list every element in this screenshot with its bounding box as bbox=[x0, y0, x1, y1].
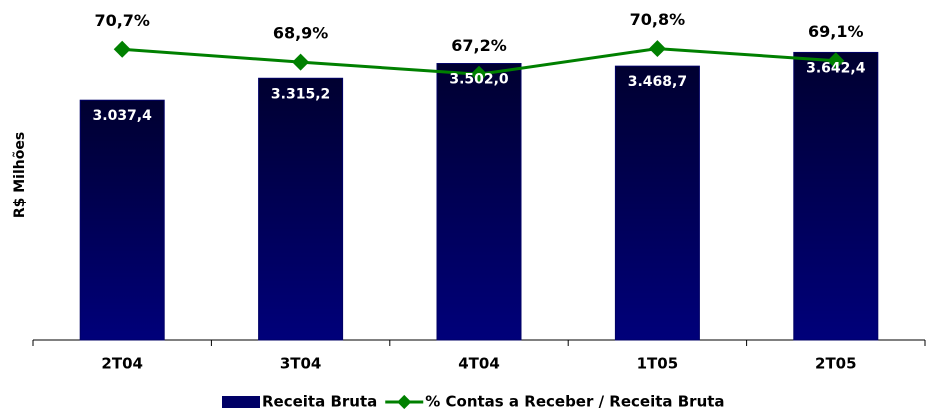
line-value-label: 68,9% bbox=[273, 24, 329, 43]
legend-swatch bbox=[397, 394, 412, 409]
bar-value-label: 3.468,7 bbox=[628, 74, 687, 90]
marker bbox=[470, 65, 488, 83]
bar bbox=[614, 65, 700, 341]
bar bbox=[79, 99, 165, 341]
line-value-label: 70,8% bbox=[630, 10, 686, 29]
bar-value-label: 3.315,2 bbox=[271, 86, 330, 102]
x-tick-label: 3T04 bbox=[280, 355, 322, 373]
marker bbox=[113, 40, 131, 58]
y-axis-label: R$ Milhões bbox=[12, 132, 28, 218]
bar bbox=[436, 63, 522, 341]
legend-label: Receita Bruta bbox=[262, 393, 377, 409]
line-value-label: 70,7% bbox=[94, 11, 150, 30]
marker bbox=[292, 53, 310, 71]
x-tick-label: 2T04 bbox=[101, 355, 143, 373]
x-tick-label: 1T05 bbox=[637, 355, 679, 373]
legend-label: % Contas a Receber / Receita Bruta bbox=[425, 393, 724, 409]
line-value-label: 67,2% bbox=[451, 36, 507, 55]
line-value-label: 69,1% bbox=[808, 22, 864, 41]
legend-swatch bbox=[222, 396, 260, 408]
marker bbox=[827, 52, 845, 70]
bar bbox=[258, 77, 344, 341]
bar bbox=[793, 51, 879, 341]
x-tick-label: 4T04 bbox=[458, 355, 500, 373]
bar-value-label: 3.037,4 bbox=[93, 108, 153, 124]
bar-value-label: 3.502,0 bbox=[449, 72, 509, 88]
bar-value-label: 3.642,4 bbox=[806, 60, 866, 76]
x-tick-label: 2T05 bbox=[815, 355, 857, 373]
marker bbox=[648, 40, 666, 58]
